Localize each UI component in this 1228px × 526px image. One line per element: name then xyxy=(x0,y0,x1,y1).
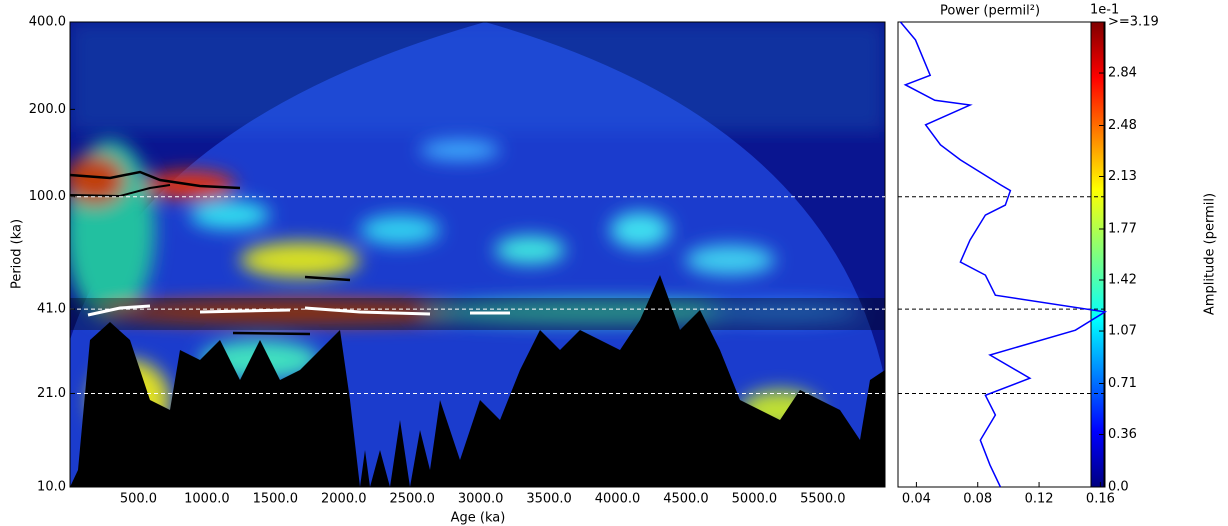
x-tick-label: 5500.0 xyxy=(800,492,846,507)
colorbar-tick-label: 2.13 xyxy=(1108,169,1137,184)
y-tick-label: 200.0 xyxy=(29,102,66,117)
x-tick-label: 2000.0 xyxy=(321,492,367,507)
colorbar xyxy=(1091,22,1104,487)
x-tick-label: 5000.0 xyxy=(732,492,778,507)
colorbar-label: Amplitude (permil) xyxy=(1203,193,1218,315)
y-tick-label: 41.0 xyxy=(37,302,66,317)
colorbar-tick-label: 1.07 xyxy=(1108,324,1137,339)
colorbar-tick-label: 2.48 xyxy=(1108,118,1137,133)
colorbar-tick-label: 1.77 xyxy=(1108,221,1137,236)
colorbar-tick-label: 2.84 xyxy=(1108,66,1137,81)
x-tick-label: 500.0 xyxy=(120,492,157,507)
colorbar-tick-label: >=3.19 xyxy=(1108,15,1159,30)
x-tick-label: 1500.0 xyxy=(253,492,299,507)
x-tick-label: 0.08 xyxy=(963,492,992,507)
y-tick-label: 10.0 xyxy=(37,480,66,495)
x-tick-label: 3000.0 xyxy=(458,492,504,507)
y-axis-label: Period (ka) xyxy=(10,219,25,289)
x-tick-label: 4500.0 xyxy=(663,492,709,507)
y-tick-label: 21.0 xyxy=(37,386,66,401)
power-frame xyxy=(897,21,1106,488)
colorbar-tick-label: 1.42 xyxy=(1108,273,1137,288)
y-tick-label: 100.0 xyxy=(29,189,66,204)
spectrogram xyxy=(70,22,885,487)
x-tick-label: 3500.0 xyxy=(526,492,572,507)
x-tick-label: 0.12 xyxy=(1025,492,1054,507)
y-tick-label: 400.0 xyxy=(29,15,66,30)
x-tick-label: 0.16 xyxy=(1086,492,1115,507)
x-tick-label: 4000.0 xyxy=(595,492,641,507)
x-tick-label: 0.04 xyxy=(902,492,931,507)
x-axis-label: Age (ka) xyxy=(451,511,506,526)
colorbar-tick-label: 0.71 xyxy=(1108,376,1137,391)
colorbar-tick-label: 0.36 xyxy=(1108,427,1137,442)
power-line xyxy=(899,21,1108,488)
colorbar-frame xyxy=(1090,21,1105,488)
power-title: Power (permil²) xyxy=(940,4,1040,19)
colorbar-offset: 1e-1 xyxy=(1090,3,1119,18)
main-frame xyxy=(69,21,886,488)
colorbar-tick-label: 0.0 xyxy=(1108,480,1129,495)
x-tick-label: 1000.0 xyxy=(184,492,230,507)
x-tick-label: 2500.0 xyxy=(389,492,435,507)
